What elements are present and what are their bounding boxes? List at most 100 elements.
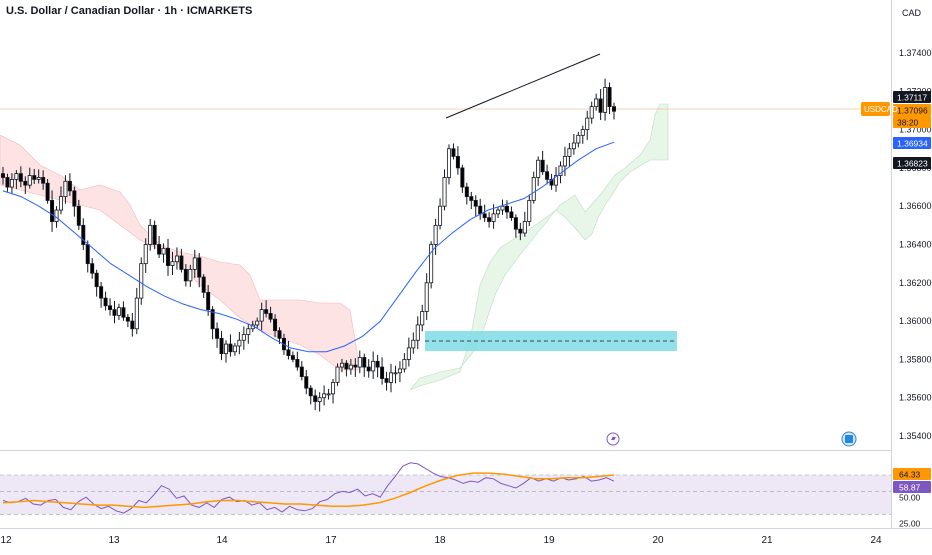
- candle-body: [215, 329, 218, 339]
- candle-body: [131, 321, 134, 329]
- pane-separator[interactable]: [0, 450, 891, 451]
- candle-body: [68, 181, 71, 191]
- candle-body: [519, 229, 522, 233]
- candle-body: [488, 218, 491, 222]
- candle-body: [318, 398, 321, 402]
- candle-body: [496, 210, 499, 214]
- candle-body: [91, 264, 94, 274]
- candle-body: [140, 264, 143, 298]
- candle-body: [207, 292, 210, 309]
- candle-body: [483, 214, 486, 218]
- candle-body: [184, 269, 187, 280]
- candle-body: [15, 174, 18, 180]
- candle-body: [73, 191, 76, 206]
- candle-body: [108, 306, 111, 310]
- candle-body: [510, 212, 513, 218]
- candle-body: [358, 357, 361, 367]
- candle-body: [104, 298, 107, 306]
- price-tick-label: 1.36600: [899, 201, 932, 211]
- calendar-event-icon-glyph: [845, 435, 853, 443]
- candle-body: [546, 172, 549, 180]
- candle-body: [126, 317, 129, 321]
- candle-body: [612, 107, 615, 112]
- candle-body: [456, 156, 459, 167]
- rsi-level-label: 58.87: [899, 483, 921, 493]
- candle-body: [256, 321, 259, 325]
- candle-body: [19, 174, 22, 182]
- candle-body: [586, 118, 589, 129]
- currency-label[interactable]: CAD: [902, 8, 921, 18]
- candle-body: [447, 149, 450, 178]
- time-tick-label: 24: [870, 535, 882, 546]
- price-tick-label: 1.36200: [899, 278, 932, 288]
- candle-body: [523, 222, 526, 233]
- candle-body: [296, 359, 299, 367]
- candle-body: [452, 149, 455, 157]
- candle-body: [474, 200, 477, 206]
- candle-body: [501, 206, 504, 210]
- trendline: [446, 54, 600, 118]
- symbol-tag-label: USDCAD: [864, 105, 898, 114]
- price-axis-separator: [891, 0, 892, 528]
- candle-body: [198, 258, 201, 277]
- candle-body: [572, 143, 575, 149]
- candle-body: [528, 200, 531, 221]
- price-tick-label: 1.35600: [899, 393, 932, 403]
- candle-body: [336, 367, 339, 382]
- candle-body: [608, 87, 611, 106]
- candle-body: [603, 87, 606, 112]
- candle-body: [421, 312, 424, 325]
- candle-body: [10, 179, 13, 187]
- candle-body: [265, 310, 268, 314]
- candle-body: [149, 225, 152, 244]
- candle-body: [412, 340, 415, 348]
- candle-body: [541, 160, 544, 171]
- rsi-level-label: 64.33: [899, 470, 921, 480]
- candle-body: [162, 248, 165, 254]
- candle-body: [398, 369, 401, 373]
- candle-body: [287, 350, 290, 356]
- ichimoku-cloud-bearish: [0, 135, 360, 370]
- candle-body: [33, 176, 36, 180]
- candle-body: [367, 367, 370, 371]
- chart-title: U.S. Dollar / Canadian Dollar · 1h · ICM…: [6, 5, 252, 17]
- candle-body: [55, 210, 58, 221]
- candle-body: [595, 99, 598, 107]
- candle-body: [193, 258, 196, 269]
- candle-body: [24, 181, 27, 185]
- candle-body: [385, 379, 388, 383]
- lightning-icon[interactable]: [607, 433, 619, 445]
- candle-body: [117, 308, 120, 316]
- candle-body: [189, 269, 192, 280]
- candle-body: [300, 367, 303, 377]
- candle-body: [331, 382, 334, 393]
- candle-body: [122, 308, 125, 318]
- candle-body: [363, 357, 366, 367]
- candle-body: [323, 394, 326, 398]
- candle-body: [242, 335, 245, 341]
- candle-body: [354, 365, 357, 367]
- candle-body: [175, 256, 178, 262]
- calendar-event-icon[interactable]: [842, 432, 856, 446]
- candle-body: [1, 174, 4, 178]
- price-tick-label: 1.37400: [899, 48, 932, 58]
- price-label-text: 38:20: [897, 118, 919, 128]
- price-label-text: 1.37117: [897, 93, 927, 103]
- time-tick-label: 19: [543, 535, 555, 546]
- price-label-text: 1.37096: [897, 106, 928, 116]
- candle-body: [380, 367, 383, 378]
- candle-body: [532, 177, 535, 200]
- candle-body: [233, 346, 236, 352]
- candle-body: [376, 361, 379, 367]
- candle-body: [144, 245, 147, 264]
- candle-body: [77, 206, 80, 225]
- candle-body: [479, 206, 482, 214]
- rsi-level-label: 25.00: [899, 519, 921, 529]
- time-tick-label: 17: [325, 535, 337, 546]
- candle-body: [220, 338, 223, 353]
- candle-body: [269, 313, 272, 319]
- candle-body: [247, 329, 250, 335]
- candle-body: [50, 200, 53, 221]
